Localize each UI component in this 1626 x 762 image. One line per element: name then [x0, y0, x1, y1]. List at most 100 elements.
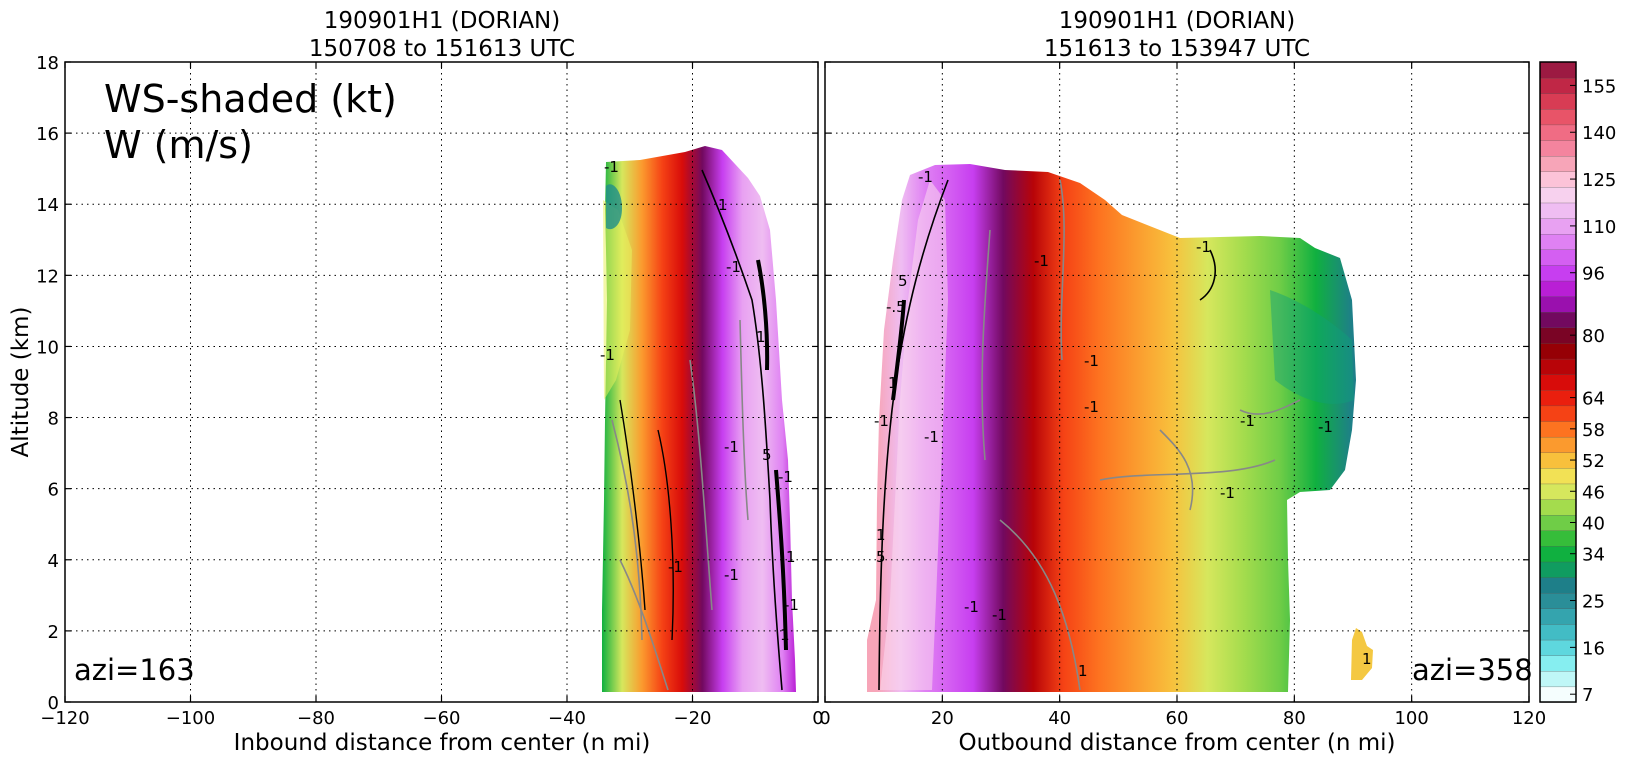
- colorbar-swatch: [1539, 108, 1577, 126]
- y-tick-label: 0: [48, 693, 59, 714]
- colorbar: 7 16 25 34 40 46 52 58 64 80 96 110 125 140 155: [1539, 61, 1616, 706]
- colorbar-swatch: [1539, 186, 1577, 204]
- right-contour-label: 1: [888, 374, 898, 392]
- right-y-tick-marks: [825, 61, 1529, 703]
- left-contour-label: -1: [726, 258, 741, 276]
- left-wind-shading-overlay: [603, 200, 632, 400]
- colorbar-swatch: [1539, 342, 1577, 360]
- right-x-tick-label: 0: [819, 708, 830, 729]
- right-x-tick-label: 40: [1048, 708, 1071, 729]
- right-x-axis-label: Outbound distance from center (n mi): [959, 730, 1396, 756]
- colorbar-tick-label: 64: [1582, 389, 1605, 410]
- colorbar-swatch: [1539, 249, 1577, 266]
- right-x-tick-label: 60: [1166, 708, 1189, 729]
- left-contour-label: -1: [778, 468, 793, 486]
- colorbar-swatch: [1539, 530, 1577, 547]
- colorbar-tick-label: 80: [1582, 326, 1605, 347]
- right-contour-label: 5: [898, 272, 908, 290]
- colorbar-tick-label: 155: [1582, 76, 1616, 97]
- right-contour-label: 1: [1078, 662, 1088, 680]
- colorbar-tick-label: 7: [1582, 685, 1593, 706]
- colorbar-swatch: [1539, 295, 1577, 313]
- colorbar-swatch: [1539, 280, 1577, 297]
- right-contour-label: -1: [992, 606, 1007, 624]
- colorbar-swatch: [1539, 358, 1577, 375]
- y-tick-label: 2: [48, 622, 59, 643]
- y-tick-label: 12: [36, 266, 59, 287]
- right-contour-label: 1: [876, 526, 886, 544]
- left-x-tick-label: −60: [423, 708, 461, 729]
- left-title-line2: 150708 to 151613 UTC: [309, 36, 575, 62]
- left-core-contour-2: [756, 259, 788, 651]
- colorbar-swatch: [1539, 202, 1577, 219]
- left-contour-label: 1: [718, 196, 728, 214]
- colorbar-swatch: [1539, 155, 1577, 172]
- colorbar-swatch: [1539, 608, 1577, 625]
- left-x-tick-label: −100: [166, 708, 215, 729]
- left-x-tick-label: −40: [548, 708, 586, 729]
- left-contour-label: 1: [780, 626, 790, 644]
- colorbar-swatch: [1539, 93, 1577, 110]
- left-core-contour-3: [619, 399, 674, 641]
- colorbar-swatch: [1539, 498, 1577, 516]
- y-tick-label: 6: [48, 480, 59, 501]
- left-title-line1: 190901H1 (DORIAN): [324, 8, 561, 34]
- right-contour-labels: -1 -.5 5 1 -1 -1 -1 -1 -1 -1 -1 -1 -1 -1…: [874, 168, 1372, 680]
- left-wind-field: [602, 146, 796, 692]
- left-panel: -1 1 -1 1 5 -1 -1 -1 -1 -1 1 -1 1 −120 −1…: [36, 53, 824, 729]
- right-title-line1: 190901H1 (DORIAN): [1059, 8, 1296, 34]
- colorbar-swatch: [1539, 374, 1577, 391]
- left-x-tick-label: −80: [297, 708, 335, 729]
- right-contour-label: -1: [1084, 398, 1099, 416]
- left-wind-core-overlay: [606, 184, 622, 230]
- colorbar-swatch: [1539, 576, 1577, 594]
- colorbar-tick-label: 125: [1582, 170, 1616, 191]
- right-contour-label: -1: [924, 428, 939, 446]
- left-contour-label: -1: [784, 596, 799, 614]
- colorbar-frame: [1539, 61, 1577, 703]
- colorbar-swatch: [1539, 623, 1577, 641]
- left-gridlines: [65, 62, 818, 702]
- left-contour-label: -1: [724, 438, 739, 456]
- colorbar-swatch: [1539, 670, 1577, 688]
- y-tick-label: 14: [36, 195, 59, 216]
- colorbar-swatch: [1539, 467, 1577, 485]
- colorbar-tick-label: 34: [1582, 545, 1605, 566]
- left-contour-label: 5: [762, 446, 772, 464]
- right-panel: -1 -.5 5 1 -1 -1 -1 -1 -1 -1 -1 -1 -1 -1…: [819, 61, 1546, 729]
- right-contour-label: -1: [1240, 412, 1255, 430]
- left-gray-contours: [611, 319, 749, 691]
- left-x-ticks: −120 −100 −80 −60 −40 −20 0: [40, 62, 824, 729]
- left-contour-label: -1: [724, 566, 739, 584]
- colorbar-ticks: 7 16 25 34 40 46 52 58 64 80 96 110 125 140 155: [1570, 76, 1616, 706]
- y-tick-label: 10: [36, 337, 59, 358]
- left-contour-label: -1: [600, 346, 615, 364]
- left-core-contour-1: [701, 169, 783, 691]
- colorbar-swatch: [1539, 233, 1577, 250]
- colorbar-tick-label: 52: [1582, 451, 1605, 472]
- legend-text-w: W (m/s): [104, 123, 253, 167]
- left-y-ticks: 0 2 4 6 8 10 12 14 16 18: [36, 53, 818, 714]
- right-contour-label: -.5: [886, 298, 906, 316]
- colorbar-tick-label: 110: [1582, 217, 1616, 238]
- left-azimuth-label: azi=163: [74, 653, 195, 687]
- right-contour-label: -1: [964, 598, 979, 616]
- colorbar-swatch: [1539, 311, 1577, 329]
- colorbar-tick-label: 96: [1582, 264, 1605, 285]
- right-contour-label: -1: [1196, 238, 1211, 256]
- left-contour-label: -1: [668, 558, 683, 576]
- right-gray-contours: [981, 179, 1301, 691]
- colorbar-tick-label: 25: [1582, 592, 1605, 613]
- right-contour-label: 1: [1362, 650, 1372, 668]
- colorbar-swatch: [1539, 436, 1577, 453]
- colorbar-swatches: [1539, 61, 1577, 703]
- colorbar-tick-label: 16: [1582, 638, 1605, 659]
- y-axis-label: Altitude (km): [8, 307, 34, 458]
- colorbar-swatch: [1539, 561, 1577, 578]
- y-tick-label: 16: [36, 124, 59, 145]
- right-gridlines: [825, 62, 1529, 702]
- colorbar-swatch: [1539, 405, 1577, 422]
- y-tick-label: 18: [36, 53, 59, 74]
- legend-text-ws: WS-shaded (kt): [104, 77, 397, 121]
